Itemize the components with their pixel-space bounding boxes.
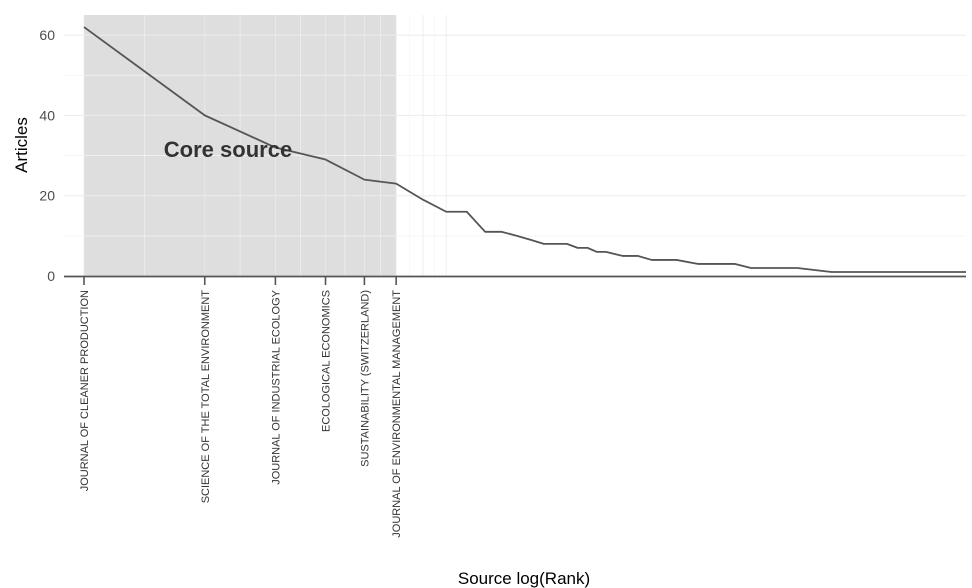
x-category-label: JOURNAL OF CLEANER PRODUCTION — [79, 290, 91, 491]
x-axis-title: Source log(Rank) — [458, 569, 590, 588]
y-axis-title: Articles — [12, 117, 31, 173]
y-tick-label: 40 — [39, 107, 55, 123]
y-tick-label: 20 — [39, 188, 55, 204]
x-category-label: JOURNAL OF ENVIRONMENTAL MANAGEMENT — [391, 290, 403, 538]
x-category-label: SCIENCE OF THE TOTAL ENVIRONMENT — [200, 290, 212, 504]
y-tick-label: 60 — [39, 27, 55, 43]
x-category-label: ECOLOGICAL ECONOMICS — [321, 290, 333, 432]
y-tick-label: 0 — [47, 268, 55, 284]
x-category-label: SUSTAINABILITY (SWITZERLAND) — [359, 290, 371, 467]
axes: 0 20 40 60 JOURNAL OF CLEANER PRODUCTION SCIE… — [39, 27, 966, 538]
series-line — [83, 26, 966, 273]
plot-area — [83, 26, 966, 273]
x-category-label: JOURNAL OF INDUSTRIAL ECOLOGY — [270, 289, 282, 484]
core-source-label: Core source — [164, 137, 292, 162]
